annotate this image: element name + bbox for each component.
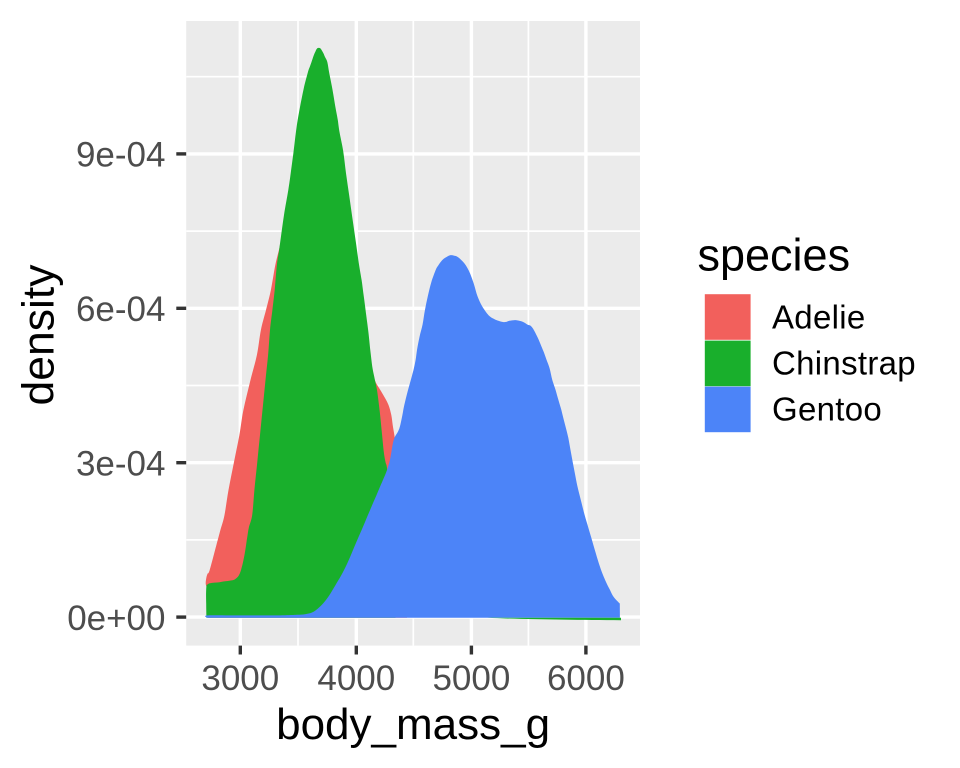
- svg-text:3e-04: 3e-04: [76, 444, 166, 483]
- svg-text:3000: 3000: [201, 659, 279, 698]
- svg-text:Chinstrap: Chinstrap: [772, 345, 916, 382]
- svg-text:6000: 6000: [547, 659, 625, 698]
- svg-text:Gentoo: Gentoo: [772, 391, 882, 428]
- svg-text:4000: 4000: [317, 659, 395, 698]
- svg-text:density: density: [15, 264, 64, 406]
- svg-text:5000: 5000: [432, 659, 510, 698]
- svg-text:0e+00: 0e+00: [67, 599, 165, 638]
- svg-text:9e-04: 9e-04: [76, 136, 166, 175]
- svg-text:body_mass_g: body_mass_g: [276, 700, 550, 749]
- svg-text:6e-04: 6e-04: [76, 290, 166, 329]
- svg-text:Adelie: Adelie: [772, 298, 866, 335]
- svg-text:species: species: [698, 230, 851, 281]
